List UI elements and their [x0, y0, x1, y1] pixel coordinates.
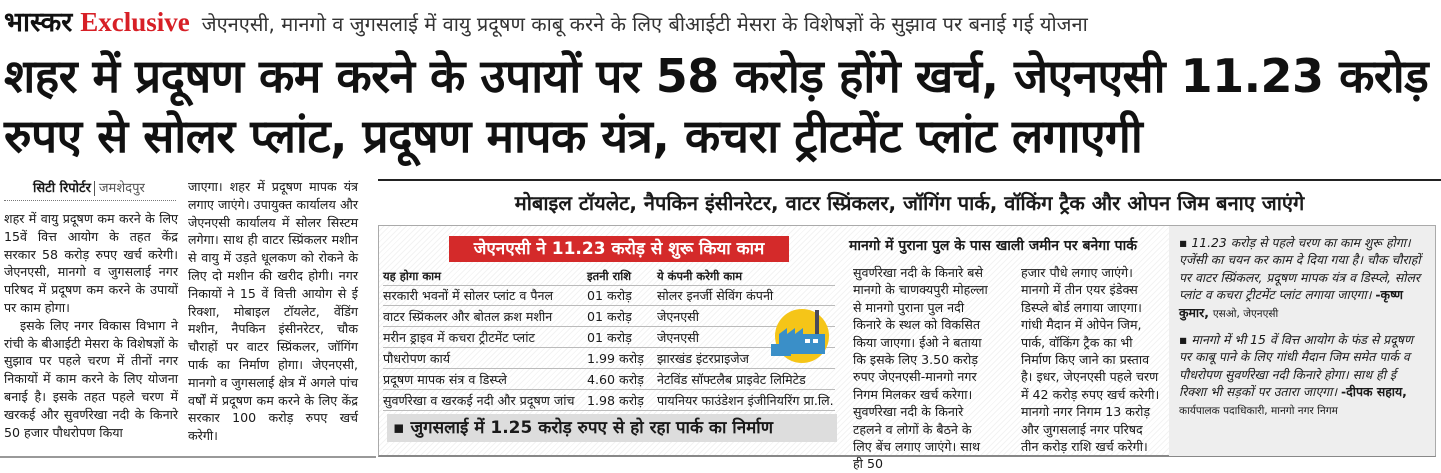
- cell-work: मरीन ड्राइव में कचरा ट्रीटमेंट प्लांट: [383, 330, 535, 345]
- article-column-1: शहर में वायु प्रदूषण कम करने के लिए 15वे…: [4, 210, 178, 441]
- table-row: प्रदूषण मापक संत्र व डिस्प्ले 4.60 करोड़ न…: [383, 370, 835, 390]
- divider: [0, 456, 376, 458]
- mango-article: मानगो में पुराना पुल के पास खाली जमीन पर…: [849, 226, 1167, 471]
- table-row: सरकारी भवनों में सोलर प्लांट व पैनल 01 कर…: [383, 286, 835, 306]
- paragraph: इसके लिए नगर विकास विभाग ने रांची के बीआ…: [4, 317, 178, 440]
- header-company: ये कंपनी करेगी काम: [657, 269, 743, 283]
- cell-work: वाटर स्प्रिंकलर और बोतल क्रश मशीन: [383, 309, 553, 324]
- cell-company: सोलर इनर्जी सेविंग कंपनी: [657, 288, 774, 303]
- kicker-text: जेएनएसी, मानगो व जुगसलाई में वायु प्रदूष…: [201, 12, 1088, 36]
- byline-city: जमशेदपुर: [93, 181, 145, 196]
- headline: शहर में प्रदूषण कम करने के उपायों पर 58 …: [4, 49, 1429, 163]
- cell-amount: 4.60 करोड़: [587, 372, 644, 387]
- header-amount: इतनी राशि: [587, 269, 632, 283]
- mango-column-1: सुवर्णरेखा नदी के किनारे बसे मानगो के चा…: [853, 265, 988, 472]
- quote-author: -कृष्ण कुमार,: [1179, 287, 1404, 320]
- cell-company: झारखंड इंटरप्राइजेज: [657, 351, 749, 366]
- byline: सिटी रिपोर्टर जमशेदपुर: [33, 178, 145, 196]
- paragraph: जाएगा। शहर में प्रदूषण मापक यंत्र लगाए ज…: [188, 179, 358, 444]
- main-article: सिटी रिपोर्टर जमशेदपुर शहर में वायु प्रदू…: [0, 174, 376, 461]
- table-header: यह होगा काम इतनी राशि ये कंपनी करेगी काम: [383, 266, 835, 286]
- exclusive-label: Exclusive: [80, 7, 190, 37]
- cell-work: सरकारी भवनों में सोलर प्लांट व पैनल: [383, 288, 554, 303]
- cell-company: जेएनएसी: [657, 330, 700, 345]
- cell-work: सुवर्णरेखा व खरकई नदी और प्रदूषण जांच: [383, 393, 575, 408]
- table-title: जेएनएसी ने 11.23 करोड़ से शुरू किया काम: [449, 236, 789, 262]
- table-row: मरीन ड्राइव में कचरा ट्रीटमेंट प्लांट 01 …: [383, 328, 835, 348]
- factory-icon: [771, 309, 829, 363]
- cell-amount: 01 करोड़: [587, 330, 632, 345]
- work-table: जेएनएसी ने 11.23 करोड़ से शुरू किया काम …: [379, 226, 839, 456]
- quote-box: ▪ 11.23 करोड़ से पहले चरण का काम शुरू हो…: [1169, 226, 1435, 456]
- byline-reporter: सिटी रिपोर्टर: [33, 181, 91, 196]
- mango-column-2: हजार पौधे लगाए जाएंगे। मानगो में तीन एयर…: [1021, 265, 1160, 455]
- cell-work: प्रदूषण मापक संत्र व डिस्प्ले: [383, 372, 507, 387]
- cell-amount: 01 करोड़: [587, 309, 632, 324]
- brand-logo: भास्कर: [4, 7, 73, 38]
- cell-work: पौधरोपण कार्य: [383, 351, 451, 366]
- article-column-2: जाएगा। शहर में प्रदूषण मापक यंत्र लगाए ज…: [188, 178, 358, 445]
- cell-company: जेएनएसी: [657, 309, 700, 324]
- subheadline: मोबाइल टॉयलेट, नैपकिन इंसीनरेटर, वाटर स्…: [378, 179, 1441, 223]
- table-row: सुवर्णरेखा व खरकई नदी और प्रदूषण जांच 1.9…: [383, 391, 835, 411]
- header-work: यह होगा काम: [383, 269, 442, 283]
- divider: [4, 200, 176, 201]
- quote: ▪ मानगो में भी 15 वें वित्त आयोग के फंड …: [1179, 331, 1425, 420]
- cell-amount: 1.98 करोड़: [587, 393, 644, 408]
- table-row: वाटर स्प्रिंकलर और बोतल क्रश मशीन 01 करोड…: [383, 307, 835, 327]
- quote-text: ▪ मानगो में भी 15 वें वित्त आयोग के फंड …: [1179, 332, 1413, 400]
- table-row: पौधरोपण कार्य 1.99 करोड़ झारखंड इंटरप्राइज…: [383, 349, 835, 369]
- kicker: भास्कर Exclusive जेएनएसी, मानगो व जुगसला…: [4, 2, 1088, 40]
- mango-title: मानगो में पुराना पुल के पास खाली जमीन पर…: [849, 238, 1137, 254]
- quote-text: ▪ 11.23 करोड़ से पहले चरण का काम शुरू हो…: [1179, 235, 1421, 303]
- park-highlight: ▪ जुगसलाई में 1.25 करोड़ रुपए से हो रहा …: [387, 414, 837, 442]
- quote-role: कार्यपालक पदाधिकारी, मानगो नगर निगम: [1179, 404, 1338, 417]
- cell-amount: 01 करोड़: [587, 288, 632, 303]
- quote-role: एसओ, जेएनएसी: [1212, 307, 1279, 320]
- quote-author: -दीपक सहाय,: [1341, 384, 1407, 400]
- cell-amount: 1.99 करोड़: [587, 351, 644, 366]
- info-box: जेएनएसी ने 11.23 करोड़ से शुरू किया काम …: [378, 225, 1436, 471]
- paragraph: शहर में वायु प्रदूषण कम करने के लिए 15वे…: [4, 211, 178, 315]
- cell-company: नेटविंड सॉफ्टलैब प्राइवेट लिमिटेड: [657, 372, 806, 387]
- quote: ▪ 11.23 करोड़ से पहले चरण का काम शुरू हो…: [1179, 234, 1425, 323]
- cell-company: पायनियर फाउंडेशन इंजीनियरिंग प्रा.लि.: [657, 393, 834, 408]
